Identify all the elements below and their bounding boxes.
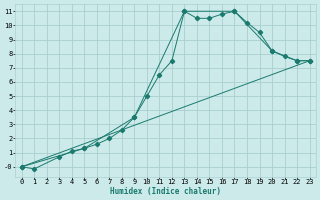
X-axis label: Humidex (Indice chaleur): Humidex (Indice chaleur) bbox=[110, 187, 221, 196]
